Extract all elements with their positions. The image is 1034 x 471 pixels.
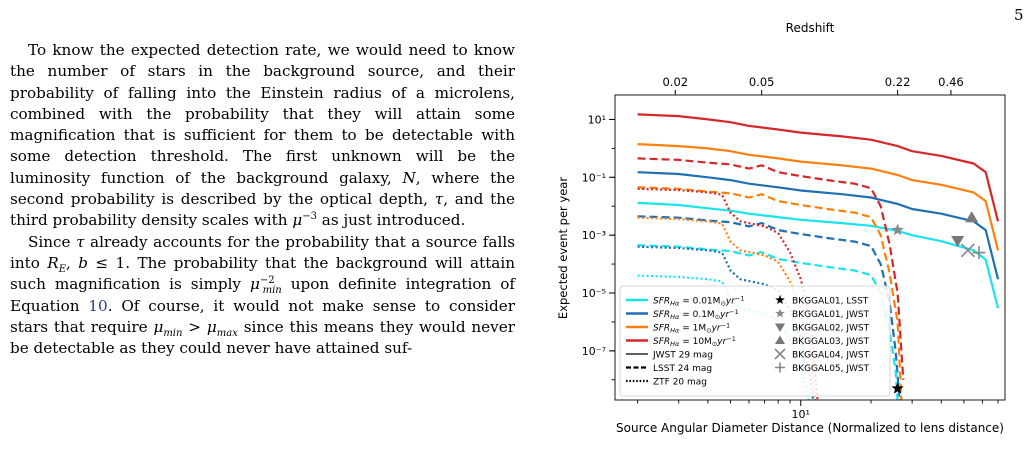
series-line-1 xyxy=(637,201,1000,309)
legend-marker-label-2: BKGGAL01, JWST xyxy=(792,310,870,320)
y-axis-ticks: 10¹ 10⁻¹ 10⁻³ 10⁻⁵ 10⁻⁷ xyxy=(582,113,615,381)
x-axis-label: Source Angular Diameter Distance (Normal… xyxy=(616,421,1004,435)
series-line-2 xyxy=(637,171,1000,280)
y-tick-label-5: 10⁻⁷ xyxy=(582,345,606,358)
y-tick-label-3: 10⁻³ xyxy=(582,229,606,242)
legend-style-label-1: JWST 29 mag xyxy=(652,351,713,361)
marker-1 xyxy=(891,382,904,394)
legend-marker-label-3: BKGGAL02, JWST xyxy=(792,324,870,334)
paragraph-2: Since τ already accounts for the probabi… xyxy=(10,232,516,358)
top-tick-label-4: 0.46 xyxy=(938,75,964,89)
y-axis-label: Expected event per year xyxy=(556,177,570,319)
legend-color-label-1: SFRHα = 0.01M⊙yr−1 xyxy=(653,295,745,308)
legend-marker-label-4: BKGGAL03, JWST xyxy=(792,337,870,347)
top-tick-label-1: 0.02 xyxy=(662,75,688,89)
marker-2 xyxy=(891,223,904,236)
x-axis-ticks: 10¹ xyxy=(637,400,999,421)
legend-color-label-4: SFRHα = 10M⊙yr−1 xyxy=(653,335,736,348)
legend-marker-2 xyxy=(775,308,785,318)
legend-marker-label-5: BKGGAL04, JWST xyxy=(792,351,870,361)
y-tick-label-2: 10⁻¹ xyxy=(582,171,606,184)
legend-marker-label-1: BKGGAL01, LSST xyxy=(792,297,869,307)
y-tick-label-4: 10⁻⁵ xyxy=(582,287,606,300)
x-tick-label-1: 10¹ xyxy=(792,408,810,421)
top-tick-label-3: 0.22 xyxy=(885,75,911,89)
legend-marker-5 xyxy=(774,348,786,360)
series-line-5 xyxy=(637,157,905,380)
legend-marker-1 xyxy=(775,295,785,304)
plot-frame xyxy=(614,94,1006,401)
legend-box xyxy=(619,285,891,397)
series-line-3 xyxy=(637,143,1000,251)
legend-marker-3 xyxy=(775,323,785,332)
legend-color-label-2: SFRHα = 0.1M⊙yr−1 xyxy=(653,308,739,321)
legend-marker-4 xyxy=(775,335,785,344)
marker-4 xyxy=(965,211,979,223)
top-tick-label-2: 0.05 xyxy=(749,75,775,89)
text-column: To know the expected detection rate, we … xyxy=(10,40,515,359)
legend-marker-6 xyxy=(775,362,785,373)
legend-style-label-3: ZTF 20 mag xyxy=(653,378,707,388)
legend-color-label-3: SFRHα = 1M⊙yr−1 xyxy=(653,322,730,335)
legend-marker-label-6: BKGGAL05, JWST xyxy=(792,364,870,374)
data-markers xyxy=(891,211,986,394)
top-axis-ticks: 0.02 0.05 0.22 0.46 xyxy=(662,75,964,95)
series-line-6 xyxy=(637,186,903,400)
y-tick-label-1: 10¹ xyxy=(588,113,606,126)
series-line-4 xyxy=(637,113,1000,222)
page-number: 5 xyxy=(1014,6,1024,24)
legend-style-label-2: LSST 24 mag xyxy=(653,364,712,374)
marker-5 xyxy=(960,243,975,258)
equation-link[interactable]: 10 xyxy=(88,296,108,315)
marker-6 xyxy=(972,246,986,260)
marker-3 xyxy=(951,236,965,248)
paragraph-1: To know the expected detection rate, we … xyxy=(10,41,516,230)
figure-chart: Redshift 0.02 0.05 0.22 0.46 10¹ 10⁻¹ 10⁻³ 10⁻… xyxy=(556,21,1006,435)
top-axis-label: Redshift xyxy=(786,21,835,35)
